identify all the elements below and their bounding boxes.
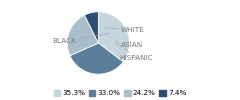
Wedge shape — [98, 12, 130, 62]
Wedge shape — [84, 12, 98, 43]
Text: WHITE: WHITE — [105, 27, 145, 33]
Text: ASIAN: ASIAN — [116, 42, 143, 48]
Legend: 35.3%, 33.0%, 24.2%, 7.4%: 35.3%, 33.0%, 24.2%, 7.4% — [54, 90, 186, 96]
Text: BLACK: BLACK — [52, 33, 110, 44]
Wedge shape — [70, 43, 123, 74]
Wedge shape — [67, 15, 98, 56]
Text: HISPANIC: HISPANIC — [115, 41, 153, 61]
